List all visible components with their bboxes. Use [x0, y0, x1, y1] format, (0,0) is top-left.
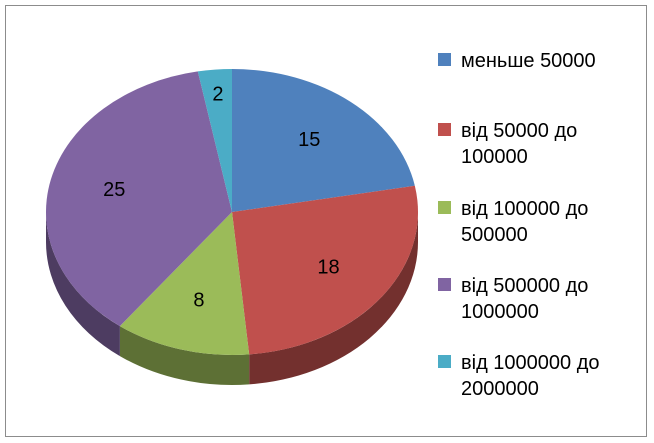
data-label: 8 [193, 290, 204, 312]
data-label: 25 [103, 179, 125, 201]
legend-swatch [438, 278, 451, 291]
data-label: 15 [298, 129, 320, 151]
legend-label: від 500000 до 1000000 [461, 275, 589, 323]
data-label: 18 [317, 256, 339, 278]
legend-swatch [438, 201, 451, 214]
pie-slice-side [119, 326, 250, 385]
pie-slice [197, 69, 232, 212]
pie-slice [46, 71, 233, 327]
pie-slice [232, 69, 415, 212]
pie-slice [232, 185, 418, 355]
legend-swatch [438, 355, 451, 368]
legend-item: від 50000 до 100000 [438, 118, 641, 170]
pie-slice [119, 212, 250, 355]
data-label: 2 [212, 84, 223, 106]
legend-item: меньше 50000 [438, 48, 641, 74]
legend-swatch [438, 123, 451, 136]
legend-label: меньше 50000 [461, 50, 596, 72]
legend-label: від 50000 до 100000 [461, 120, 578, 168]
legend-item: від 1000000 до 2000000 [438, 350, 641, 402]
legend-label: від 1000000 до 2000000 [461, 352, 600, 400]
chart-border [5, 5, 647, 437]
pie-slice-side [46, 212, 120, 357]
legend-swatch [438, 53, 451, 66]
pie-slice-side [249, 212, 418, 385]
legend-label: від 100000 до 500000 [461, 198, 589, 246]
legend-item: від 100000 до 500000 [438, 196, 641, 248]
legend-item: від 500000 до 1000000 [438, 273, 641, 325]
